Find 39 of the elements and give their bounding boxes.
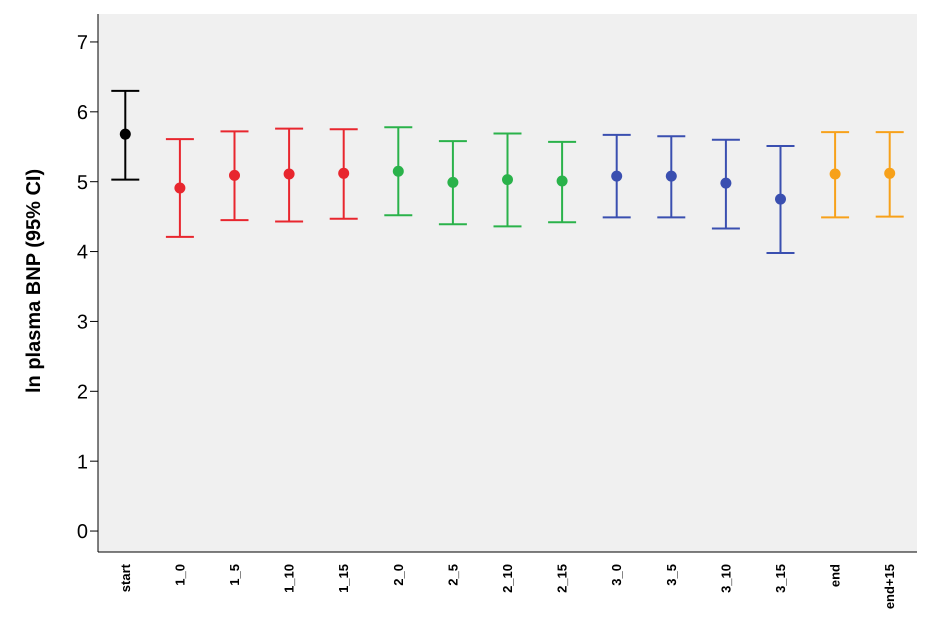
point xyxy=(120,128,131,140)
point xyxy=(830,168,841,180)
x-tick-label: 2_0 xyxy=(390,564,406,586)
point xyxy=(502,174,513,186)
point xyxy=(611,170,622,182)
point xyxy=(775,194,786,205)
x-tick-label: 1_15 xyxy=(336,564,352,593)
point xyxy=(884,168,896,179)
point xyxy=(666,170,677,182)
y-tick-label: 2 xyxy=(76,381,88,404)
x-tick-label: 2_10 xyxy=(500,564,515,593)
point xyxy=(447,176,458,188)
x-tick-label: end+15 xyxy=(882,564,898,610)
x-tick-label: 1_5 xyxy=(227,564,242,586)
point xyxy=(229,170,240,181)
x-tick-label: 3_10 xyxy=(718,564,734,593)
x-tick-label: 2_5 xyxy=(445,564,460,586)
point xyxy=(556,175,568,186)
point xyxy=(284,168,295,180)
point xyxy=(338,168,350,179)
x-tick-label: 2_15 xyxy=(554,564,570,593)
point xyxy=(392,166,404,177)
x-tick-label: 3_0 xyxy=(609,564,624,586)
x-tick-label: 1_10 xyxy=(282,564,297,593)
y-tick-label: 0 xyxy=(76,521,88,544)
point xyxy=(174,182,186,194)
y-axis-title: ln plasma BNP (95% CI) xyxy=(23,168,46,393)
y-tick-label: 7 xyxy=(76,32,88,54)
y-tick-label: 6 xyxy=(76,102,88,124)
x-tick-label: 3_15 xyxy=(773,564,788,593)
x-tick-label: 3_5 xyxy=(664,564,679,586)
y-tick-label: 5 xyxy=(76,172,88,194)
x-tick-label: 1_0 xyxy=(172,564,188,586)
y-tick-label: 4 xyxy=(76,242,88,264)
x-tick-label: start xyxy=(118,563,133,592)
y-tick-label: 3 xyxy=(76,312,88,334)
x-tick-label: end xyxy=(828,564,843,588)
point xyxy=(720,178,732,189)
y-tick-label: 1 xyxy=(76,451,88,474)
